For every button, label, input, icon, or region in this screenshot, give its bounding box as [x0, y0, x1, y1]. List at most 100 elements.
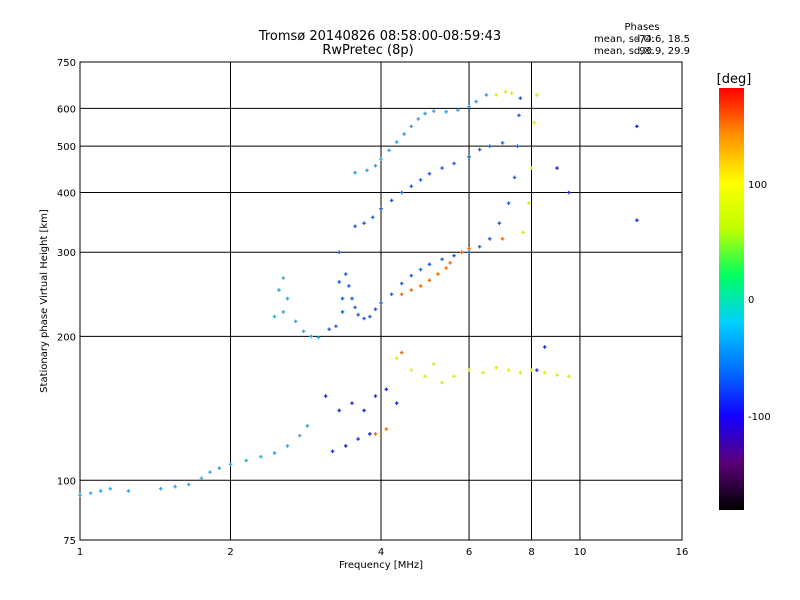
echo-point [340, 296, 345, 301]
echo-point [337, 408, 342, 413]
echo-point [373, 307, 378, 311]
echo-point [373, 432, 378, 436]
echo-point [327, 327, 331, 332]
echo-point [337, 250, 342, 255]
echo-point [297, 433, 302, 438]
echo-point [431, 109, 436, 113]
echo-point [259, 454, 263, 459]
echo-point [448, 261, 452, 265]
y-axis-label: Stationary phase Virtual Height [km] [39, 209, 50, 393]
echo-point [477, 244, 482, 249]
echo-point [444, 110, 448, 114]
echo-point [529, 166, 534, 170]
echo-point [423, 374, 427, 379]
echo-point [108, 486, 113, 491]
echo-point [487, 144, 492, 148]
echo-point [173, 484, 177, 489]
chart-title: Tromsø 20140826 08:58:00-08:59:43 [258, 29, 501, 44]
echo-point [353, 305, 357, 310]
echo-point [529, 368, 534, 372]
echo-point [509, 91, 514, 96]
echo-point [423, 111, 427, 116]
echo-point [440, 166, 444, 170]
x-axis-label: Frequency [MHz] [339, 560, 423, 571]
echo-point [356, 312, 360, 317]
echo-point [362, 221, 366, 226]
echo-point [98, 489, 103, 493]
echo-point [635, 218, 639, 223]
echo-point [515, 144, 520, 148]
echo-point [78, 493, 82, 498]
echo-point [497, 221, 502, 226]
echo-point [399, 350, 404, 355]
echo-point [158, 486, 163, 491]
echo-point [427, 262, 432, 267]
echo-point [281, 310, 286, 314]
echo-point [503, 89, 508, 94]
echo-point [436, 272, 440, 276]
echo-point [467, 155, 471, 159]
echo-point [409, 124, 414, 129]
y-tick-label: 300 [57, 248, 76, 259]
echo-point [555, 166, 559, 170]
y-tick-label: 75 [63, 536, 76, 547]
echo-point [272, 451, 277, 455]
echo-point [285, 444, 290, 448]
echo-point [452, 161, 456, 166]
echo-point [387, 148, 391, 153]
echo-point [484, 93, 489, 97]
echo-point [535, 368, 539, 372]
echo-point [88, 491, 93, 495]
echo-point [334, 324, 338, 329]
echo-point [356, 437, 360, 441]
echo-point [467, 250, 471, 255]
chart-subtitle: RwPretec (8p) [322, 43, 413, 58]
echo-point [567, 374, 571, 379]
echo-point [440, 257, 444, 262]
echo-point [431, 362, 436, 366]
echo-point [208, 470, 212, 474]
echo-point [330, 449, 335, 454]
echo-point [394, 140, 399, 144]
plot-area: 1 2 4 6 8 10 16 75 100 200 300 400 500 6… [57, 58, 688, 558]
echo-point [635, 124, 639, 129]
echo-point [459, 250, 464, 255]
echo-point [500, 141, 505, 145]
echo-point [228, 462, 233, 467]
echo-point [506, 201, 511, 205]
colorbar-label: [deg] [717, 72, 752, 87]
echo-point [555, 373, 559, 377]
echo-point [535, 93, 539, 97]
echo-point [518, 96, 523, 100]
echo-point [373, 163, 378, 168]
x-tick-label: 16 [676, 547, 689, 558]
echo-point [281, 276, 286, 280]
phase-stats-title: Phases [624, 22, 659, 33]
data-points [78, 89, 639, 498]
echo-point [418, 267, 423, 272]
echo-point [316, 335, 321, 340]
echo-point [343, 444, 348, 448]
echo-point [379, 157, 383, 161]
echo-point [305, 424, 310, 428]
echo-point [309, 334, 313, 339]
phase-colorbar [719, 88, 744, 510]
echo-point [452, 253, 456, 258]
echo-point [285, 296, 290, 301]
echo-point [467, 246, 471, 251]
echo-point [427, 171, 432, 176]
y-tick-label: 200 [57, 332, 76, 343]
echo-point [389, 292, 394, 297]
echo-point [418, 284, 423, 288]
y-tick-label: 500 [57, 142, 76, 153]
echo-point [353, 224, 357, 229]
echo-point [368, 314, 372, 319]
echo-point [384, 427, 389, 431]
y-tick-label: 400 [57, 188, 76, 199]
echo-point [526, 201, 531, 205]
echo-point [416, 117, 421, 121]
x-tick-label: 8 [528, 547, 534, 558]
echo-point [379, 301, 383, 305]
echo-point [444, 266, 448, 270]
x-tick-label: 1 [77, 547, 83, 558]
